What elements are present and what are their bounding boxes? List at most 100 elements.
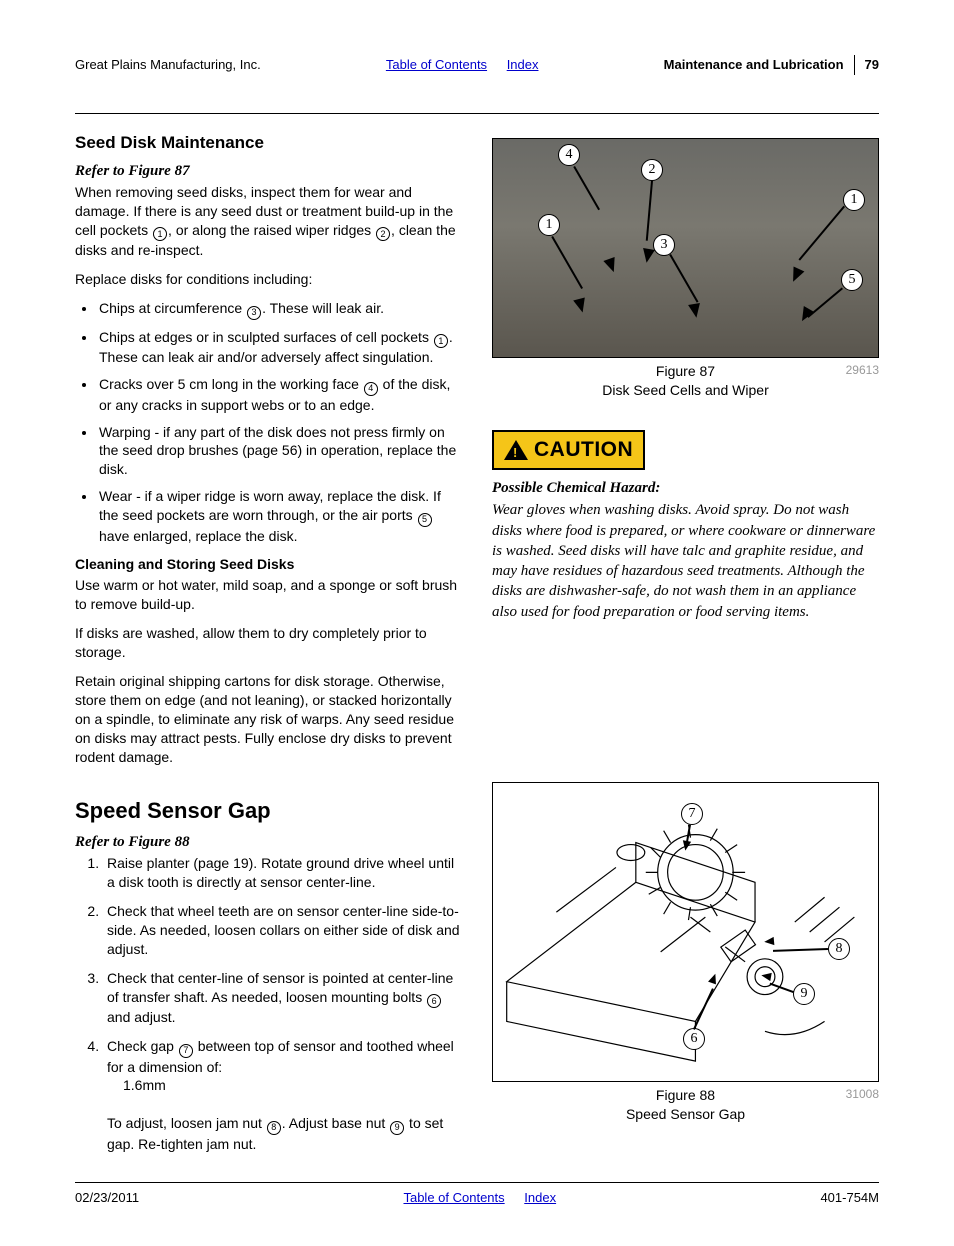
arrow-line <box>551 236 583 289</box>
refer-fig88: Refer to Figure 88 <box>75 832 462 852</box>
fig88-label: Figure 88 <box>656 1087 715 1103</box>
fig87-callout-1l: 1 <box>538 214 560 236</box>
b5a: Wear - if a wiper ridge is worn away, re… <box>99 488 441 523</box>
header-right: Maintenance and Lubrication 79 <box>664 55 879 75</box>
header-company: Great Plains Manufacturing, Inc. <box>75 56 261 74</box>
hazard-body: Wear gloves when washing disks. Avoid sp… <box>492 500 879 622</box>
fig87-desc: Disk Seed Cells and Wiper <box>602 382 769 398</box>
arrow-icon <box>788 266 805 284</box>
index-link[interactable]: Index <box>507 57 539 72</box>
step-3: Check that center-line of sensor is poin… <box>103 969 462 1027</box>
fig87-callout-5: 5 <box>841 269 863 291</box>
arrow-icon <box>603 257 619 274</box>
page-number: 79 <box>865 56 879 74</box>
arrow-line <box>573 166 600 210</box>
s4a: Check gap <box>107 1038 178 1054</box>
circ-8-icon: 8 <box>267 1121 281 1135</box>
replace-intro: Replace disks for conditions including: <box>75 270 462 289</box>
speed-sensor-row: Speed Sensor Gap Refer to Figure 88 Rais… <box>75 776 879 1163</box>
fig87-id: 29613 <box>846 362 879 378</box>
circ-7-icon: 7 <box>179 1044 193 1058</box>
fig87-callout-2: 2 <box>641 159 663 181</box>
footer-nav: Table of Contents Index <box>139 1189 820 1207</box>
circ-9-icon: 9 <box>390 1121 404 1135</box>
section-title: Maintenance and Lubrication <box>664 56 844 74</box>
speed-sensor-text-col: Speed Sensor Gap Refer to Figure 88 Rais… <box>75 776 462 1163</box>
gap-value: 1.6mm <box>123 1076 462 1095</box>
arrow-icon <box>681 841 691 852</box>
hazard-title: Possible Chemical Hazard: <box>492 478 879 498</box>
speed-sensor-figure-col: 7 8 9 6 Figure 88 Speed Sensor Gap 31008 <box>492 776 879 1163</box>
s3b: and adjust. <box>107 1009 176 1025</box>
caution-badge: CAUTION <box>492 430 645 470</box>
circ-4-icon: 4 <box>364 382 378 396</box>
intro-b: , or along the raised wiper ridges <box>168 222 375 238</box>
footer-doc-id: 401-754M <box>820 1189 879 1207</box>
arrow-line <box>669 254 698 303</box>
seed-disk-heading: Seed Disk Maintenance <box>75 132 462 155</box>
refer-fig87: Refer to Figure 87 <box>75 161 462 181</box>
circ-3-icon: 3 <box>247 306 261 320</box>
speed-sensor-steps: Raise planter (page 19). Rotate ground d… <box>75 854 462 1153</box>
b1a: Chips at circumference <box>99 300 246 316</box>
circ-2-icon: 2 <box>376 227 390 241</box>
warning-triangle-icon <box>504 440 528 460</box>
seed-disk-figure-col: 4 2 1 1 3 5 Figure 87 Disk Seed Cells an… <box>492 132 879 776</box>
fig87-callout-1r: 1 <box>843 189 865 211</box>
arrow-line <box>807 287 843 317</box>
arrow-icon <box>688 303 702 319</box>
step-1: Raise planter (page 19). Rotate ground d… <box>103 854 462 892</box>
footer-date: 02/23/2011 <box>75 1189 139 1207</box>
seed-disk-intro: When removing seed disks, inspect them f… <box>75 183 462 260</box>
bullet-3: Cracks over 5 cm long in the working fac… <box>97 375 462 414</box>
toc-link[interactable]: Table of Contents <box>386 57 487 72</box>
arrow-line <box>646 181 653 241</box>
fig87-label: Figure 87 <box>656 363 715 379</box>
replace-list: Chips at circumference 3. These will lea… <box>75 299 462 545</box>
arrow-icon <box>641 248 655 264</box>
fig87-callout-4: 4 <box>558 144 580 166</box>
rule-bottom <box>75 1182 879 1183</box>
step-2: Check that wheel teeth are on sensor cen… <box>103 902 462 959</box>
arrow-icon <box>764 937 774 946</box>
fig88-id: 31008 <box>846 1086 879 1102</box>
b3a: Cracks over 5 cm long in the working fac… <box>99 376 363 392</box>
arrow-line <box>798 206 845 261</box>
fig87-caption: Figure 87 Disk Seed Cells and Wiper 2961… <box>492 362 879 400</box>
page-divider <box>854 55 855 75</box>
bullet-4: Warping - if any part of the disk does n… <box>97 423 462 480</box>
caution-label: CAUTION <box>534 436 633 464</box>
bullet-2: Chips at edges or in sculpted surfaces o… <box>97 328 462 367</box>
footer-index-link[interactable]: Index <box>524 1190 556 1205</box>
page-header: Great Plains Manufacturing, Inc. Table o… <box>75 55 879 75</box>
seed-disk-row: Seed Disk Maintenance Refer to Figure 87… <box>75 132 879 776</box>
bullet-1: Chips at circumference 3. These will lea… <box>97 299 462 320</box>
clean-p1: Use warm or hot water, mild soap, and a … <box>75 576 462 614</box>
arrow-icon <box>573 297 588 314</box>
footer-toc-link[interactable]: Table of Contents <box>403 1190 504 1205</box>
fig88-desc: Speed Sensor Gap <box>626 1106 745 1122</box>
figure-88-image: 7 8 9 6 <box>492 782 879 1082</box>
s4c2: . Adjust base nut <box>282 1115 389 1131</box>
fig87-callout-3: 3 <box>653 234 675 256</box>
circ-1b-icon: 1 <box>434 334 448 348</box>
clean-p3: Retain original shipping cartons for dis… <box>75 672 462 766</box>
seed-disk-text-col: Seed Disk Maintenance Refer to Figure 87… <box>75 132 462 776</box>
step-4: Check gap 7 between top of sensor and to… <box>103 1037 462 1154</box>
s3a: Check that center-line of sensor is poin… <box>107 970 453 1005</box>
cleaning-heading: Cleaning and Storing Seed Disks <box>75 555 462 574</box>
circ-5-icon: 5 <box>418 513 432 527</box>
circ-6-icon: 6 <box>427 994 441 1008</box>
b2a: Chips at edges or in sculpted surfaces o… <box>99 329 433 345</box>
figure-87-image: 4 2 1 1 3 5 <box>492 138 879 358</box>
s4c1: To adjust, loosen jam nut <box>107 1115 266 1131</box>
circ-1-icon: 1 <box>153 227 167 241</box>
page-footer: 02/23/2011 Table of Contents Index 401-7… <box>75 1189 879 1207</box>
b5b: have enlarged, replace the disk. <box>99 528 297 544</box>
speed-sensor-heading: Speed Sensor Gap <box>75 796 462 826</box>
clean-p2: If disks are washed, allow them to dry c… <box>75 624 462 662</box>
header-nav: Table of Contents Index <box>261 56 664 74</box>
fig88-caption: Figure 88 Speed Sensor Gap 31008 <box>492 1086 879 1124</box>
b1b: . These will leak air. <box>262 300 384 316</box>
bullet-5: Wear - if a wiper ridge is worn away, re… <box>97 487 462 545</box>
